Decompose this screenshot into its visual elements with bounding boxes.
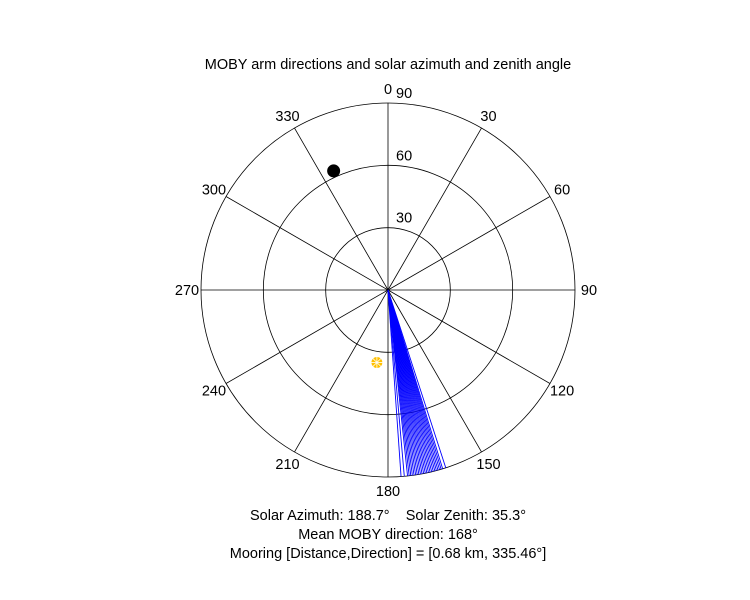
chart-title: MOBY arm directions and solar azimuth an…	[204, 57, 572, 73]
sun-marker-ray	[372, 357, 378, 363]
mean-direction-label: Mean MOBY direction: 168°	[298, 527, 478, 543]
theta-tick-label-150: 150	[476, 457, 500, 473]
theta-tick-label-30: 30	[480, 109, 496, 125]
sun-marker-ray	[376, 362, 382, 368]
mooring-label: Mooring [Distance,Direction] = [0.68 km,…	[229, 546, 547, 562]
theta-tick-label-270: 270	[175, 283, 199, 299]
spoke-150	[387, 289, 482, 453]
series-layer	[327, 164, 447, 477]
moby-arm-line	[387, 289, 447, 468]
sun-marker	[370, 356, 383, 369]
sun-marker-ray	[376, 357, 382, 363]
moby-arm-line	[387, 289, 408, 477]
theta-tick-label-330: 330	[275, 109, 299, 125]
axis-labels: 0 30 60 90 120 150 180 210 240 270 300 330 30 60 90	[175, 82, 597, 500]
solar-azimuth-label: Solar Azimuth: 188.7°	[250, 508, 390, 524]
theta-tick-label-0: 0	[384, 82, 392, 98]
moby-arm-line	[387, 289, 405, 477]
theta-tick-label-60: 60	[554, 183, 570, 199]
spoke-330	[294, 127, 389, 291]
spoke-210	[294, 289, 389, 453]
spoke-30	[387, 127, 482, 291]
solar-zenith-label: Solar Zenith: 35.3°	[405, 508, 526, 524]
polar-grid	[200, 102, 576, 478]
spoke-60	[387, 196, 551, 291]
theta-tick-label-90: 90	[581, 283, 597, 299]
r-tick-label-90: 90	[396, 86, 412, 102]
theta-tick-label-120: 120	[550, 384, 574, 400]
theta-tick-label-240: 240	[202, 384, 226, 400]
solar-info-line: Solar Azimuth: 188.7° Solar Zenith: 35.3…	[0, 508, 750, 524]
theta-tick-label-210: 210	[275, 457, 299, 473]
r-tick-label-60: 60	[396, 148, 412, 164]
r-tick-label-30: 30	[396, 211, 412, 227]
theta-tick-label-300: 300	[202, 183, 226, 199]
sun-marker-ray	[372, 362, 378, 368]
theta-tick-label-180: 180	[376, 484, 400, 500]
moby-arm-line	[387, 289, 402, 477]
spoke-240	[225, 289, 389, 384]
spoke-120	[387, 289, 551, 384]
mooring-marker	[327, 164, 341, 178]
spoke-300	[225, 196, 389, 291]
